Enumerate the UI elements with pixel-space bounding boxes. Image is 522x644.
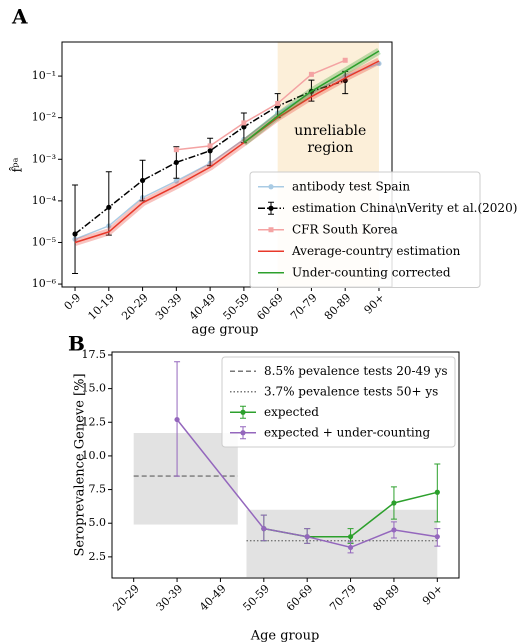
y-tick-label: 17.5: [82, 348, 107, 361]
y-tick-label: 10⁻⁴: [32, 194, 57, 207]
legend-swatch: [240, 430, 246, 436]
annotation: region: [307, 140, 353, 156]
marker: [173, 147, 179, 153]
marker: [391, 527, 397, 533]
error-bar: [105, 171, 112, 236]
legend-label: expected + under-counting: [264, 425, 430, 439]
x-axis-label: Age group: [250, 629, 320, 644]
series-line: [176, 419, 438, 549]
x-tick-label: 40-49: [197, 582, 229, 614]
y-tick-label: 12.5: [82, 415, 107, 428]
marker: [304, 534, 310, 540]
marker: [275, 100, 281, 106]
legend-swatch: [268, 227, 274, 233]
legend-label: Under-counting corrected: [292, 265, 451, 279]
marker: [347, 534, 354, 540]
marker: [139, 177, 146, 184]
x-tick-label: 70-79: [327, 582, 359, 614]
legend-swatch: [268, 205, 274, 211]
series-line: [74, 62, 380, 240]
x-tick-label: 80-89: [371, 582, 403, 614]
marker: [434, 534, 440, 540]
legend-label: Average-country estimation: [291, 244, 461, 258]
legend-label: antibody test Spain: [292, 179, 410, 193]
marker: [241, 124, 247, 130]
legend-label: 8.5% pevalence tests 20-49 ys: [264, 364, 448, 378]
x-tick-label: 0-9: [62, 291, 84, 313]
marker: [391, 500, 397, 506]
x-axis-label: age group: [192, 323, 259, 338]
legend-label: CFR South Korea: [292, 222, 398, 236]
marker: [207, 143, 213, 149]
legend-box: [221, 356, 456, 448]
y-tick-label: 5.0: [89, 516, 107, 529]
marker: [308, 71, 314, 77]
y-axis-label: Seroprevalence Geneve [%]: [73, 373, 88, 556]
marker: [342, 57, 348, 63]
marker: [347, 544, 354, 551]
marker: [434, 489, 440, 495]
x-tick-label: 20-29: [110, 582, 142, 614]
x-tick-label: 60-69: [254, 291, 286, 323]
x-tick-label: 40-49: [187, 291, 219, 323]
legend-label: estimation China\nVerity et al.(2020): [292, 201, 517, 215]
y-tick-label: 10⁻³: [32, 152, 56, 165]
y-tick-label: 15.0: [82, 382, 107, 395]
marker: [207, 148, 213, 154]
series-line: [176, 59, 346, 151]
series-line: [74, 60, 380, 244]
legend-label: expected: [264, 405, 319, 419]
marker: [72, 231, 78, 237]
marker: [173, 159, 179, 166]
x-tick-label: 90+: [420, 582, 446, 608]
x-tick-label: 80-89: [322, 291, 354, 323]
x-tick-label: 30-39: [153, 291, 185, 323]
legend-swatch: [240, 409, 246, 415]
x-tick-label: 10-19: [85, 291, 117, 323]
marker: [174, 416, 180, 423]
annotation: unreliable: [294, 123, 366, 139]
axes-frame: [61, 41, 393, 288]
x-tick-label: 20-29: [119, 291, 151, 323]
legend-label: 3.7% pevalence tests 50+ ys: [264, 384, 438, 398]
x-tick-label: 70-79: [288, 291, 320, 323]
y-tick-label: 10⁻⁵: [32, 235, 56, 248]
legend-box: [249, 171, 481, 288]
x-tick-label: 50-59: [240, 582, 272, 614]
series-line: [243, 50, 380, 144]
panel-label: A: [11, 5, 28, 29]
marker: [106, 204, 112, 210]
x-tick-label: 30-39: [154, 582, 186, 614]
y-tick-label: 2.5: [89, 550, 107, 563]
error-bar: [72, 184, 79, 274]
legend-swatch: [268, 184, 274, 190]
x-tick-label: 60-69: [284, 582, 316, 614]
y-tick-label: 7.5: [89, 483, 107, 496]
range-band: [246, 509, 438, 578]
y-tick-label: 10⁻¹: [32, 69, 56, 82]
x-tick-label: 90+: [362, 291, 388, 317]
y-tick-label: 10.0: [82, 449, 107, 462]
marker: [241, 120, 247, 126]
panel-label: B: [68, 332, 85, 356]
marker: [261, 526, 267, 532]
y-tick-label: 10⁻²: [32, 111, 56, 124]
y-tick-label: 10⁻⁶: [32, 277, 57, 290]
marker: [173, 178, 179, 184]
x-tick-label: 50-59: [221, 291, 253, 323]
axes-frame: [111, 351, 460, 579]
range-band: [133, 433, 238, 525]
y-axis-label: f̂ᵖᵃ: [9, 157, 26, 172]
